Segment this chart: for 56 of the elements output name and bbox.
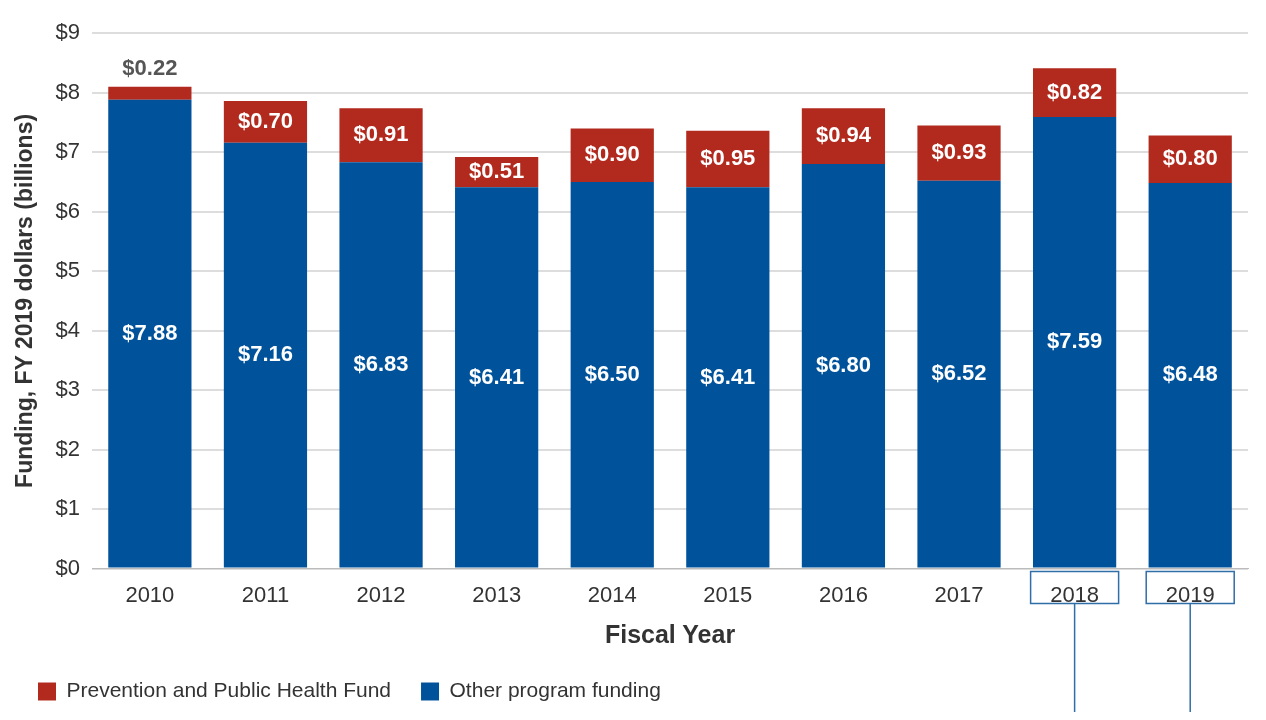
bar	[223, 142, 308, 568]
bar	[339, 162, 423, 568]
y-tick-label: $5	[55, 257, 81, 283]
bar	[686, 187, 770, 568]
data-label: $0.90	[584, 141, 640, 167]
x-tick-label: 2012	[356, 581, 406, 607]
bar	[570, 181, 654, 568]
bar	[108, 86, 192, 100]
x-tick-label: 2013	[472, 581, 522, 607]
data-label: $7.16	[237, 341, 293, 367]
y-tick-label: $8	[55, 78, 81, 104]
legend-label: Other program funding	[449, 678, 661, 702]
bar	[108, 99, 192, 568]
y-tick-label: $4	[55, 316, 81, 342]
data-label: $0.91	[353, 121, 409, 147]
y-tick-label: $6	[55, 197, 81, 223]
x-tick-label: 2016	[818, 581, 868, 607]
data-label: $0.70	[237, 107, 293, 133]
y-tick-label: $3	[55, 376, 81, 402]
y-tick-label: $0	[55, 554, 81, 580]
data-label: $0.80	[1162, 145, 1218, 171]
data-label: $0.22	[122, 54, 178, 80]
data-label: $0.93	[931, 139, 987, 165]
bar	[917, 180, 1001, 568]
data-label: $0.51	[469, 158, 525, 184]
x-tick-label: 2011	[241, 581, 290, 607]
x-tick-label: 2019	[1165, 581, 1215, 607]
bar	[917, 125, 1001, 181]
data-label: $6.83	[353, 351, 409, 377]
x-axis-title: Fiscal Year	[604, 619, 736, 648]
bar	[1148, 183, 1232, 568]
x-tick-label: 2010	[125, 581, 175, 607]
x-tick-label: 2018	[1050, 581, 1100, 607]
x-tick-label: 2015	[703, 581, 753, 607]
data-label: $6.41	[700, 363, 756, 389]
y-tick-label: $2	[55, 435, 81, 461]
legend-label: Prevention and Public Health Fund	[66, 678, 392, 702]
data-label: $6.50	[584, 360, 640, 386]
y-tick-label: $1	[55, 495, 81, 521]
data-label: $6.41	[469, 363, 525, 389]
y-tick-label: $7	[55, 138, 81, 164]
y-axis-title: Funding, FY 2019 dollars (billions)	[11, 113, 38, 488]
data-label: $6.48	[1162, 361, 1218, 387]
bar	[1033, 117, 1117, 568]
data-label: $7.88	[122, 319, 178, 345]
bar	[455, 187, 539, 568]
x-tick-label: 2014	[587, 581, 637, 607]
bar	[801, 164, 886, 568]
y-tick-label: $9	[55, 19, 81, 45]
data-label: $6.80	[815, 351, 871, 377]
data-label: $0.82	[1047, 78, 1103, 104]
data-label: $0.94	[815, 122, 872, 148]
x-tick-label: 2017	[934, 581, 984, 607]
data-label: $6.52	[931, 360, 987, 386]
data-label: $7.59	[1047, 328, 1103, 354]
data-label: $0.95	[700, 145, 756, 171]
